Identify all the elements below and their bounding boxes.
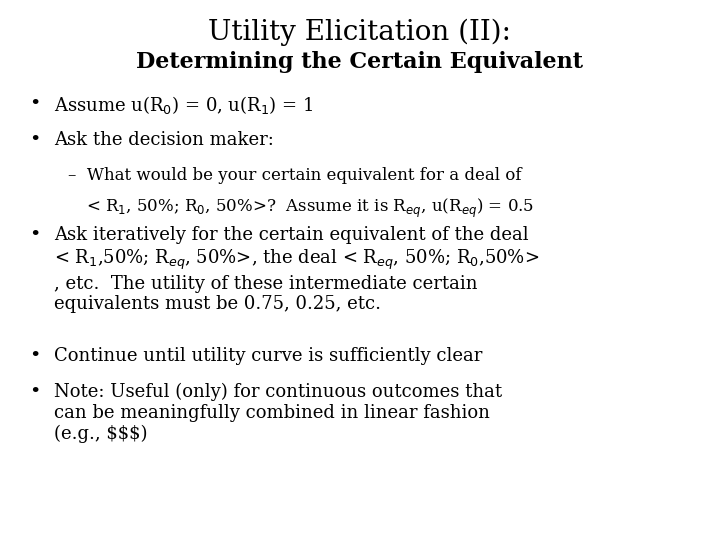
Text: < R$_1$, 50%; R$_0$, 50%>?  Assume it is R$_{eq}$, u(R$_{eq}$) = 0.5: < R$_1$, 50%; R$_0$, 50%>? Assume it is …: [86, 197, 534, 220]
Text: Determining the Certain Equivalent: Determining the Certain Equivalent: [137, 51, 583, 73]
Text: •: •: [29, 226, 40, 244]
Text: Ask the decision maker:: Ask the decision maker:: [54, 131, 274, 149]
Text: –  What would be your certain equivalent for a deal of: – What would be your certain equivalent …: [68, 167, 522, 184]
Text: •: •: [29, 131, 40, 149]
Text: Note: Useful (only) for continuous outcomes that
can be meaningfully combined in: Note: Useful (only) for continuous outco…: [54, 383, 502, 443]
Text: Continue until utility curve is sufficiently clear: Continue until utility curve is sufficie…: [54, 347, 482, 364]
Text: •: •: [29, 383, 40, 401]
Text: Assume u(R$_0$) = 0, u(R$_1$) = 1: Assume u(R$_0$) = 0, u(R$_1$) = 1: [54, 94, 313, 117]
Text: •: •: [29, 347, 40, 364]
Text: •: •: [29, 94, 40, 112]
Text: Ask iteratively for the certain equivalent of the deal
< R$_1$,50%; R$_{eq}$, 50: Ask iteratively for the certain equivale…: [54, 226, 539, 313]
Text: Utility Elicitation (II):: Utility Elicitation (II):: [209, 19, 511, 46]
